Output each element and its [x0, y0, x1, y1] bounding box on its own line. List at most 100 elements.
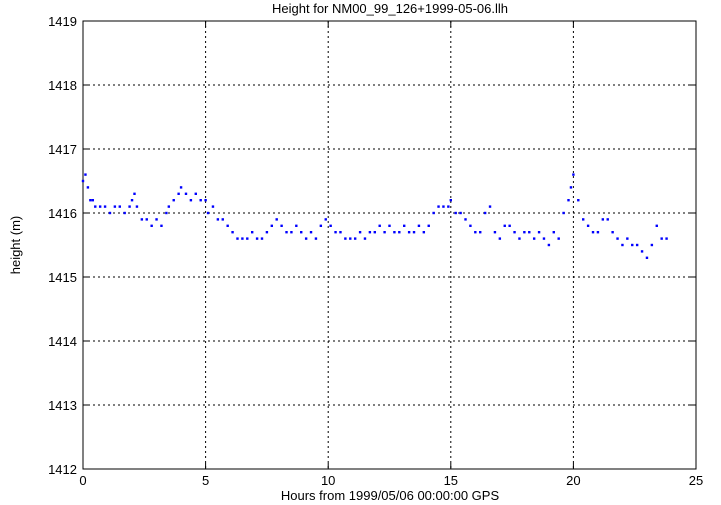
x-tick-label: 0 [79, 473, 86, 488]
data-point [518, 237, 521, 240]
data-point [650, 243, 654, 247]
data-point [179, 186, 183, 189]
data-point [135, 205, 139, 208]
data-point [285, 231, 288, 234]
data-point [353, 237, 357, 240]
data-point [407, 231, 411, 234]
data-point [211, 205, 215, 208]
data-point [447, 205, 450, 208]
y-tick-label: 1418 [48, 78, 77, 93]
data-point [474, 231, 477, 234]
data-point [601, 218, 605, 221]
data-point [81, 179, 85, 183]
data-point [591, 231, 595, 234]
data-point [469, 224, 472, 227]
data-point [532, 237, 536, 240]
data-point [334, 231, 337, 234]
data-point [216, 218, 220, 221]
data-point [324, 218, 327, 221]
data-point [635, 243, 639, 247]
data-point [640, 250, 644, 253]
data-point [204, 199, 207, 202]
data-point [655, 224, 658, 227]
data-point [236, 237, 239, 240]
x-tick-label: 25 [689, 473, 703, 488]
data-point [523, 231, 526, 234]
x-tick-label: 10 [321, 473, 335, 488]
y-tick-label: 1413 [48, 398, 77, 413]
data-point [246, 237, 249, 240]
data-point [422, 231, 426, 234]
data-point [133, 192, 136, 195]
y-axis: 1412 1413 1414 1415 1416 1417 1418 1419 [48, 14, 696, 477]
data-point [309, 231, 313, 234]
data-point [319, 224, 323, 227]
data-point [290, 231, 293, 234]
data-point [577, 199, 580, 202]
data-point [547, 243, 551, 247]
data-point [378, 224, 381, 227]
y-tick-label: 1419 [48, 14, 77, 29]
data-point [155, 218, 158, 221]
data-point [189, 199, 193, 202]
data-point [665, 237, 668, 240]
y-tick-label: 1415 [48, 270, 77, 285]
data-point [329, 224, 332, 227]
data-point [221, 218, 224, 221]
data-point [616, 237, 619, 240]
data-point [582, 218, 585, 221]
data-point [118, 205, 121, 208]
data-point [206, 211, 210, 215]
x-axis-label: Hours from 1999/05/06 00:00:00 GPS [281, 488, 500, 503]
data-point [314, 237, 318, 240]
data-point [160, 224, 163, 227]
data-point [344, 237, 347, 240]
data-point [165, 211, 168, 215]
x-tick-label: 5 [202, 473, 209, 488]
data-point [493, 231, 497, 234]
data-point [388, 224, 391, 227]
y-tick-label: 1417 [48, 142, 77, 157]
data-point [128, 205, 131, 208]
data-point [167, 205, 171, 208]
data-point [464, 218, 467, 221]
data-point [513, 231, 516, 234]
data-point [437, 205, 440, 208]
data-point [557, 237, 560, 240]
data-point [528, 231, 531, 234]
data-point [449, 199, 452, 202]
data-point [383, 231, 386, 234]
chart-title: Height for NM00_99_126+1999-05-06.llh [272, 1, 508, 16]
data-point [645, 256, 649, 259]
data-point [91, 199, 95, 202]
data-point [260, 237, 264, 240]
data-point [479, 231, 482, 234]
data-point [417, 224, 421, 227]
y-tick-label: 1414 [48, 334, 77, 349]
data-point [537, 231, 541, 234]
data-point [427, 224, 430, 227]
x-tick-label: 15 [444, 473, 458, 488]
data-point [552, 231, 555, 234]
data-point [140, 218, 144, 221]
grid-lines [83, 21, 696, 469]
data-point [113, 205, 117, 208]
data-point [231, 231, 234, 234]
data-point [123, 211, 126, 215]
data-point [596, 231, 600, 234]
y-tick-label: 1416 [48, 206, 77, 221]
data-point [503, 224, 506, 227]
data-point [454, 211, 457, 215]
data-point [255, 237, 259, 240]
data-point [611, 231, 614, 234]
data-point [398, 231, 401, 234]
data-point [606, 218, 609, 221]
data-point [172, 199, 175, 202]
data-point [98, 205, 102, 208]
data-point [542, 237, 546, 240]
data-point [412, 231, 416, 234]
data-point [270, 224, 274, 227]
data-point [177, 192, 180, 195]
data-point [339, 231, 342, 234]
data-point [363, 237, 367, 240]
